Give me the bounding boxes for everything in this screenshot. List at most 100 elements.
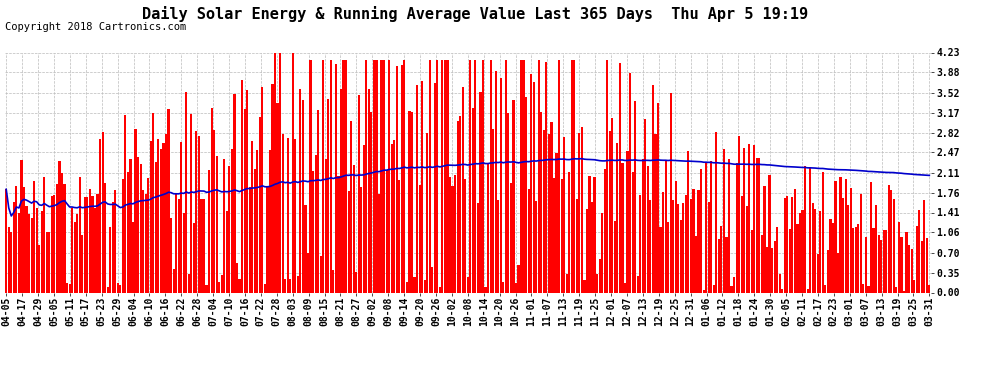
Bar	[383, 60, 385, 292]
Bar	[13, 202, 15, 292]
Bar	[929, 285, 931, 292]
Bar	[8, 227, 10, 292]
Bar	[421, 81, 423, 292]
Bar	[195, 131, 197, 292]
Bar	[66, 282, 68, 292]
Bar	[545, 62, 547, 292]
Bar	[741, 196, 742, 292]
Bar	[180, 142, 182, 292]
Bar	[753, 146, 755, 292]
Bar	[827, 250, 829, 292]
Bar	[385, 170, 388, 292]
Bar	[862, 284, 864, 292]
Bar	[434, 83, 436, 292]
Bar	[875, 205, 877, 292]
Bar	[461, 87, 463, 292]
Bar	[175, 193, 177, 292]
Bar	[849, 188, 851, 292]
Bar	[419, 185, 421, 292]
Bar	[547, 134, 550, 292]
Bar	[852, 228, 854, 292]
Bar	[149, 141, 151, 292]
Bar	[466, 278, 469, 292]
Bar	[606, 60, 608, 292]
Bar	[294, 139, 296, 292]
Bar	[297, 276, 299, 292]
Bar	[576, 200, 578, 292]
Bar	[307, 253, 309, 292]
Bar	[459, 116, 461, 292]
Bar	[302, 100, 304, 292]
Bar	[669, 93, 672, 292]
Bar	[36, 209, 38, 292]
Bar	[728, 159, 730, 292]
Bar	[743, 148, 745, 292]
Bar	[226, 211, 228, 292]
Bar	[289, 279, 291, 292]
Bar	[854, 227, 857, 292]
Bar	[763, 186, 765, 292]
Bar	[624, 283, 626, 292]
Bar	[426, 133, 429, 292]
Bar	[15, 186, 18, 292]
Bar	[599, 260, 601, 292]
Bar	[736, 163, 738, 292]
Bar	[76, 214, 78, 292]
Bar	[325, 159, 327, 292]
Bar	[870, 182, 872, 292]
Bar	[558, 60, 560, 292]
Bar	[411, 112, 413, 292]
Bar	[812, 203, 814, 292]
Bar	[642, 159, 644, 292]
Bar	[837, 253, 840, 292]
Bar	[208, 170, 210, 292]
Bar	[700, 170, 702, 292]
Bar	[601, 213, 603, 292]
Bar	[333, 270, 335, 292]
Bar	[71, 209, 73, 292]
Bar	[446, 60, 448, 292]
Bar	[890, 190, 892, 292]
Bar	[292, 53, 294, 292]
Bar	[510, 183, 512, 292]
Bar	[916, 226, 918, 292]
Bar	[55, 184, 58, 292]
Bar	[604, 170, 606, 292]
Bar	[555, 153, 557, 292]
Bar	[619, 63, 621, 292]
Bar	[614, 221, 616, 292]
Bar	[271, 84, 273, 292]
Bar	[258, 117, 261, 292]
Bar	[347, 191, 349, 292]
Bar	[284, 279, 286, 292]
Bar	[908, 245, 910, 292]
Bar	[672, 200, 674, 292]
Bar	[773, 241, 776, 292]
Bar	[216, 156, 218, 292]
Bar	[844, 179, 846, 292]
Bar	[211, 108, 213, 292]
Bar	[165, 134, 167, 292]
Bar	[479, 92, 481, 292]
Bar	[541, 112, 543, 292]
Bar	[338, 176, 340, 292]
Bar	[568, 171, 570, 292]
Bar	[102, 132, 104, 292]
Bar	[58, 161, 60, 292]
Bar	[698, 190, 700, 292]
Bar	[578, 134, 580, 292]
Bar	[500, 78, 502, 292]
Bar	[362, 145, 365, 292]
Bar	[748, 144, 750, 292]
Bar	[690, 199, 692, 292]
Bar	[23, 187, 25, 292]
Bar	[448, 177, 451, 292]
Bar	[867, 286, 869, 292]
Bar	[281, 134, 284, 292]
Bar	[533, 82, 535, 292]
Bar	[877, 234, 880, 292]
Bar	[786, 196, 788, 292]
Bar	[130, 159, 132, 292]
Bar	[315, 154, 317, 292]
Bar	[104, 183, 106, 292]
